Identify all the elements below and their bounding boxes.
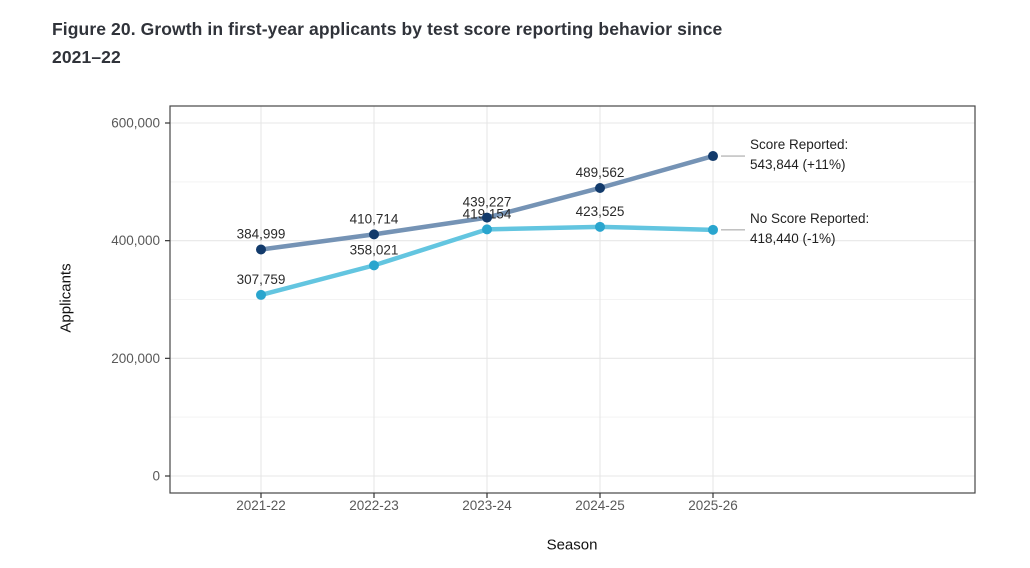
data-point: [595, 221, 605, 232]
figure-title-line2: 2021–22: [52, 47, 121, 67]
data-point: [595, 182, 605, 193]
y-tick-label: 200,000: [111, 351, 160, 366]
data-label: 358,021: [350, 242, 399, 257]
data-point: [256, 244, 266, 255]
figure-title-line1: Figure 20. Growth in first-year applican…: [52, 19, 723, 39]
annotation-score-reported: Score Reported: 543,844 (+11%): [750, 135, 848, 174]
y-tick-label: 400,000: [111, 233, 160, 248]
x-tick-label: 2024-25: [575, 498, 625, 513]
data-label: 307,759: [237, 272, 286, 287]
x-axis-title: Season: [546, 536, 598, 554]
data-label: 384,999: [237, 226, 286, 241]
data-point: [369, 229, 379, 240]
data-point: [708, 224, 718, 235]
annotation-no-score-reported: No Score Reported: 418,440 (-1%): [750, 209, 869, 248]
x-tick-label: 2023-24: [462, 498, 512, 513]
annotation-score-reported-value: 543,844 (+11%): [750, 156, 846, 172]
y-axis-title: Applicants: [57, 263, 75, 333]
y-tick-label: 600,000: [111, 116, 160, 131]
data-point: [256, 289, 266, 300]
data-label: 439,227: [463, 195, 512, 210]
annotation-score-reported-name: Score Reported:: [750, 137, 849, 152]
data-point: [482, 212, 492, 223]
data-point: [708, 151, 718, 162]
data-point: [482, 224, 492, 235]
data-label: 489,562: [576, 165, 625, 180]
x-tick-label: 2025-26: [688, 498, 738, 513]
annotation-no-score-reported-value: 418,440 (-1%): [750, 230, 836, 246]
data-label: 423,525: [576, 204, 625, 219]
figure-title: Figure 20. Growth in first-year applican…: [52, 15, 722, 71]
data-point: [369, 260, 379, 271]
panel-border: [169, 105, 976, 494]
data-label: 410,714: [350, 211, 399, 226]
y-tick-label: 0: [152, 469, 160, 484]
x-tick-label: 2022-23: [349, 498, 399, 513]
x-tick-label: 2021-22: [236, 498, 286, 513]
annotation-no-score-reported-name: No Score Reported:: [750, 211, 870, 226]
